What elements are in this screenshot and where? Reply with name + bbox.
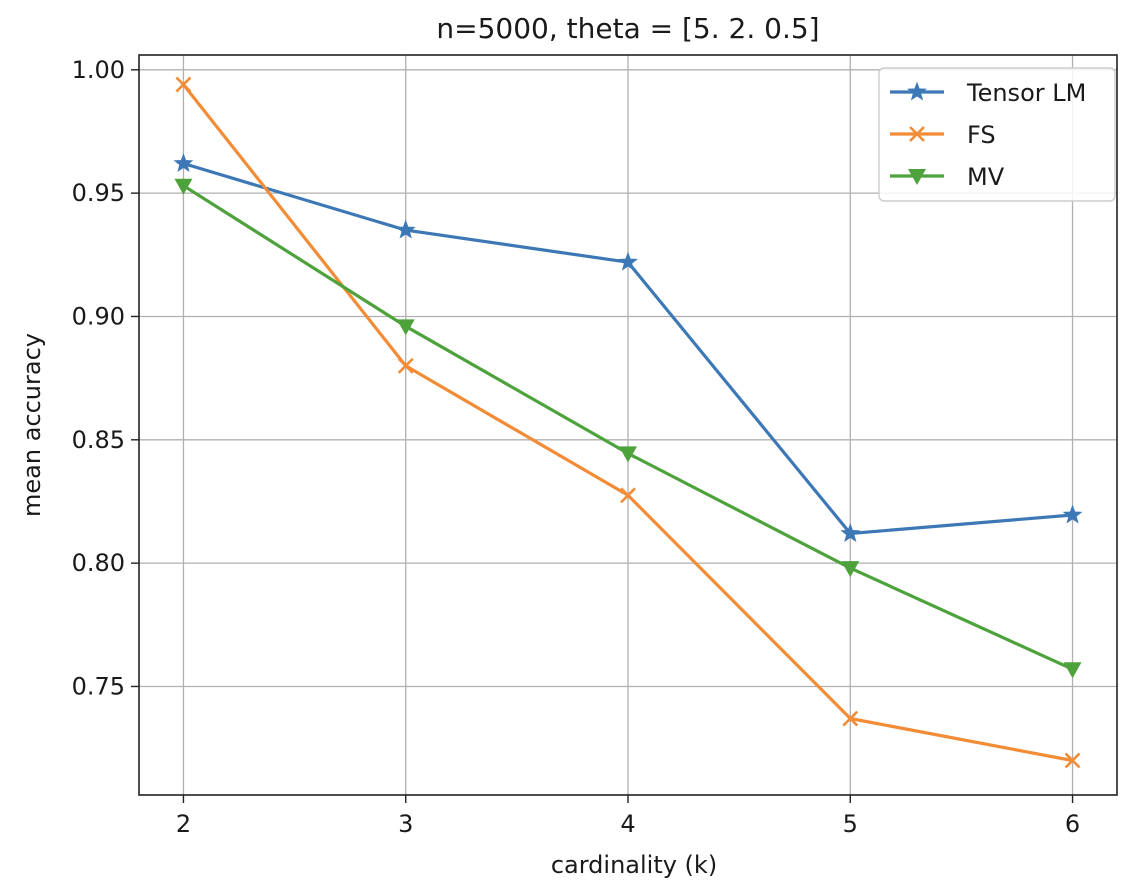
y-tick-label: 0.75 [72, 672, 125, 700]
legend-box [878, 67, 1116, 202]
point-tensor-lm [1062, 504, 1083, 524]
point-mv [396, 319, 415, 336]
chart-title: n=5000, theta = [5. 2. 0.5] [436, 12, 819, 45]
point-fs [397, 357, 414, 374]
point-tensor-lm [173, 153, 194, 172]
point-tensor-lm [840, 523, 861, 542]
legend-label-fs: FS [967, 121, 996, 149]
legend: Tensor LM FS MV [878, 67, 1116, 202]
point-fs [842, 710, 859, 727]
y-axis-label: mean accuracy [18, 333, 46, 517]
x-tick-label: 2 [176, 810, 191, 838]
point-mv [619, 446, 637, 463]
y-tick-label: 0.85 [72, 426, 125, 454]
x-axis: 2 3 4 5 6 [176, 795, 1080, 838]
x-tick-label: 5 [843, 810, 858, 838]
legend-marker-fs [909, 126, 925, 142]
point-fs [1064, 752, 1081, 769]
y-axis: 0.75 0.80 0.85 0.90 0.95 1.00 [72, 56, 139, 700]
y-tick-label: 1.00 [72, 56, 125, 84]
x-tick-label: 3 [398, 810, 413, 838]
point-tensor-lm [395, 219, 416, 239]
legend-label-tensor-lm: Tensor LM [966, 79, 1086, 107]
point-mv [1063, 662, 1082, 679]
legend-marker-tensor-lm [907, 81, 927, 101]
x-tick-label: 6 [1065, 810, 1080, 838]
point-mv [174, 178, 193, 195]
x-axis-label: cardinality (k) [551, 851, 717, 879]
series-markers [173, 76, 1083, 769]
point-tensor-lm [618, 251, 638, 271]
y-tick-label: 0.95 [72, 179, 125, 207]
point-fs [175, 76, 192, 93]
legend-marker-mv [908, 169, 926, 185]
point-mv [841, 561, 860, 578]
legend-label-mv: MV [967, 163, 1005, 191]
x-tick-label: 4 [620, 810, 635, 838]
point-fs [620, 487, 636, 504]
y-tick-label: 0.80 [72, 549, 125, 577]
y-tick-label: 0.90 [72, 302, 125, 330]
